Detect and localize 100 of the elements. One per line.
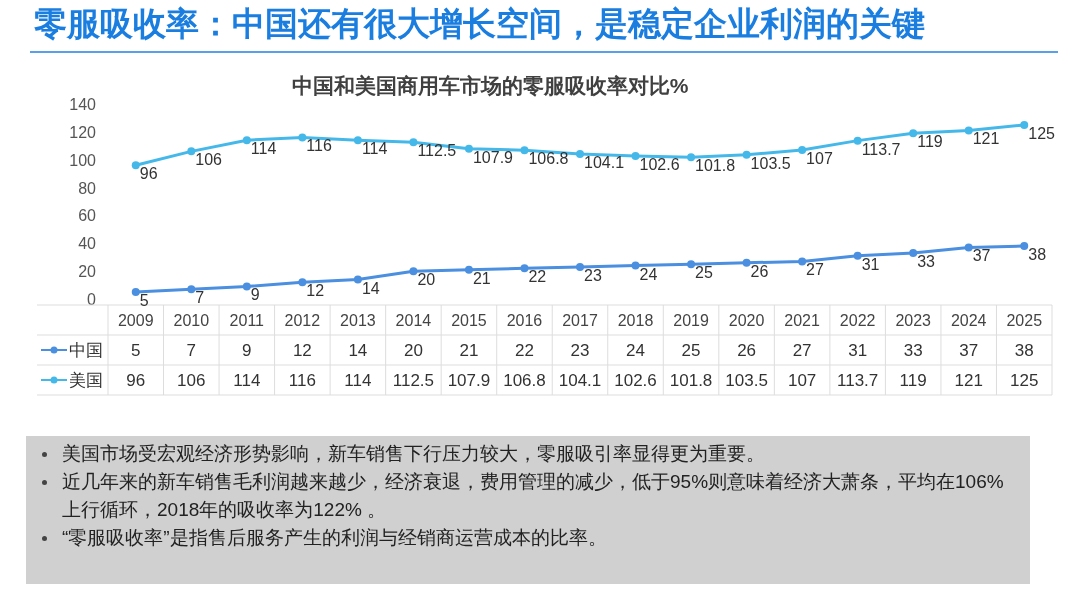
data-label: 20	[403, 341, 423, 360]
point	[909, 249, 918, 258]
x-tick-label: 2024	[950, 312, 987, 329]
data-label: 23	[570, 341, 590, 360]
annotation: 125	[1028, 124, 1056, 142]
point	[964, 126, 973, 135]
point	[520, 146, 529, 155]
point	[576, 262, 584, 271]
data-label: 101.8	[669, 371, 713, 390]
annotation: 119	[917, 133, 943, 151]
annotation: 33	[917, 253, 936, 271]
y-tick-label: 100	[69, 151, 97, 169]
data-label: 14	[348, 341, 368, 360]
annotation: 21	[472, 269, 491, 287]
annotation: 112.5	[417, 142, 457, 160]
data-label: 107.9	[447, 371, 491, 390]
x-tick-label: 2011	[229, 312, 265, 329]
annotation: 14	[361, 279, 380, 297]
y-tick-label: 40	[78, 235, 97, 253]
point	[242, 136, 251, 145]
data-label: 27	[792, 341, 812, 360]
data-label: 9	[242, 341, 252, 360]
x-tick-label: 2018	[617, 312, 654, 329]
x-tick-label: 2025	[1006, 312, 1043, 329]
annotation: 116	[306, 137, 332, 155]
point	[464, 144, 473, 153]
annotation: 102.6	[639, 156, 680, 174]
point	[1020, 120, 1029, 129]
annotation: 113.7	[861, 140, 901, 158]
data-label: 116	[288, 371, 316, 390]
point	[853, 251, 862, 260]
annotation: 106.8	[528, 150, 569, 168]
data-label: 7	[186, 341, 197, 360]
annotation: 12	[306, 282, 325, 300]
data-label: 107	[787, 371, 817, 390]
data-label: 96	[126, 371, 146, 390]
annotation: 103.5	[750, 154, 791, 172]
data-label: 21	[459, 341, 479, 360]
point	[909, 129, 918, 138]
point	[964, 243, 973, 252]
point	[631, 152, 640, 161]
x-tick-label: 2015	[451, 312, 487, 329]
y-tick-label: 60	[78, 207, 97, 225]
data-label: 26	[737, 341, 757, 360]
data-label: 113.7	[837, 371, 879, 390]
x-tick-label: 2023	[895, 312, 932, 329]
legend-label: 中国	[69, 341, 103, 360]
data-label: 5	[131, 341, 141, 360]
point	[1020, 242, 1029, 251]
annotation: 114	[250, 140, 277, 158]
chart-title: 零服吸收率：中国还有很大增长空间，是稳定企业利润的关键	[34, 4, 925, 44]
annotation: 38	[1028, 246, 1047, 264]
data-label: 22	[515, 341, 534, 360]
annotation: 24	[639, 265, 658, 283]
text: 美国市场受宏观经济形势影响，新车销售下行压力较大，零服吸引率显得更为重要。	[62, 443, 765, 464]
legend-label: 美国	[69, 371, 103, 390]
data-label: 119	[899, 371, 927, 390]
point	[520, 264, 529, 273]
annotation: 107.9	[472, 148, 514, 166]
point	[409, 138, 418, 147]
chart-subtitle: 中国和美国商用车市场的零服吸收率对比%	[291, 74, 689, 97]
x-tick-label: 2013	[340, 312, 376, 329]
annotation: 107	[806, 149, 833, 167]
text: 近几年来的新车销售毛利润越来越少，经济衰退，费用管理的减少，低于95%则意味着经济大萧条，平均在106%上行循环，2018年的吸收率为122% 。	[62, 471, 1004, 520]
y-tick-label: 120	[69, 123, 97, 141]
data-label: 33	[903, 341, 923, 360]
x-tick-label: 2014	[395, 312, 432, 329]
point	[631, 261, 640, 270]
annotation: 22	[528, 268, 547, 286]
point	[298, 278, 307, 287]
annotation: 31	[861, 255, 880, 273]
point	[187, 285, 196, 294]
annotation: 26	[750, 262, 769, 280]
annotation: 106	[195, 151, 223, 169]
data-label: 106	[177, 371, 206, 390]
x-tick-label: 2022	[839, 312, 876, 329]
annotation: 25	[695, 264, 713, 282]
x-tick-label: 2009	[117, 312, 154, 329]
data-label: 38	[1014, 341, 1034, 360]
point	[409, 267, 418, 276]
x-tick-label: 2019	[673, 312, 709, 329]
annotation: 5	[139, 292, 149, 310]
x-tick-label: 2017	[562, 312, 598, 329]
point	[687, 260, 696, 269]
data-label: 121	[954, 371, 983, 390]
point	[187, 147, 196, 156]
point	[464, 265, 473, 274]
point	[131, 161, 140, 170]
data-label: 114	[344, 371, 372, 390]
y-tick-label: 0	[87, 291, 97, 308]
data-label: 25	[681, 341, 701, 360]
data-label: 103.5	[725, 371, 768, 390]
point	[687, 153, 696, 162]
point	[298, 133, 307, 142]
point	[353, 136, 362, 145]
data-label: 104.1	[558, 371, 602, 390]
x-tick-label: 2016	[506, 312, 543, 329]
annotation: 37	[972, 247, 991, 265]
point	[798, 145, 807, 154]
point	[576, 150, 584, 158]
